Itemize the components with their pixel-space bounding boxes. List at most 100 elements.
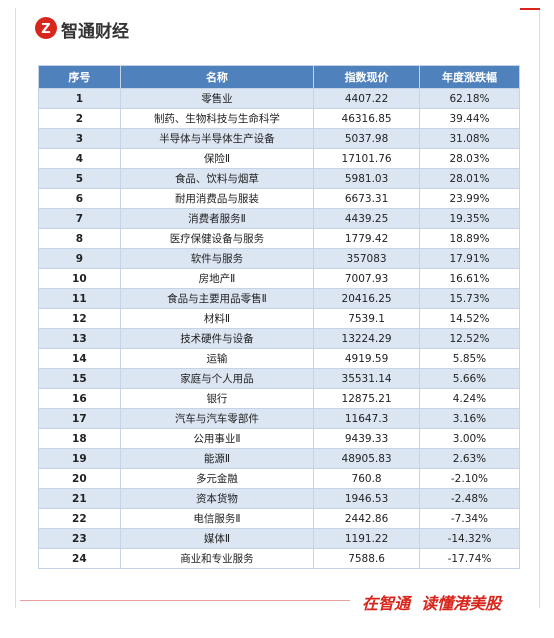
table-row: 5 食品、饮料与烟草 5981.03 28.01% <box>38 168 521 189</box>
index-table: 序号 名称 指数现价 年度涨跌幅 1 零售业 4407.22 62.18% 2 制药、生物科技与生… <box>38 65 521 569</box>
row-number: 6 <box>38 188 121 209</box>
index-price: 1191.22 <box>313 528 420 549</box>
index-price: 4439.25 <box>313 208 420 229</box>
table-row: 22 电信服务Ⅱ 2442.86 -7.34% <box>38 508 521 529</box>
frame-right <box>539 8 540 608</box>
row-number: 22 <box>38 508 121 529</box>
table-row: 3 半导体与半导体生产设备 5037.98 31.08% <box>38 128 521 149</box>
row-number: 20 <box>38 468 121 489</box>
sector-name: 制药、生物科技与生命科学 <box>119 108 315 129</box>
table-row: 13 技术硬件与设备 13224.29 12.52% <box>38 328 521 349</box>
sector-name: 零售业 <box>119 88 315 109</box>
sector-name: 媒体Ⅱ <box>119 528 315 549</box>
index-price: 48905.83 <box>313 448 420 469</box>
index-price: 7539.1 <box>313 308 420 329</box>
index-price: 7588.6 <box>313 548 420 569</box>
annual-change: 31.08% <box>418 128 521 149</box>
row-number: 24 <box>38 548 121 569</box>
row-number: 10 <box>38 268 121 289</box>
table-row: 18 公用事业Ⅱ 9439.33 3.00% <box>38 428 521 449</box>
sector-name: 能源Ⅱ <box>119 448 315 469</box>
row-number: 8 <box>38 228 121 249</box>
sector-name: 技术硬件与设备 <box>119 328 315 349</box>
row-number: 4 <box>38 148 121 169</box>
index-price: 5981.03 <box>313 168 420 189</box>
sector-name: 银行 <box>119 388 315 409</box>
annual-change: 62.18% <box>418 88 521 109</box>
row-number: 12 <box>38 308 121 329</box>
annual-change: -7.34% <box>418 508 521 529</box>
slogan: 在智通 读懂港美股 <box>362 594 502 613</box>
sector-name: 公用事业Ⅱ <box>119 428 315 449</box>
column-header: 指数现价 <box>313 65 420 89</box>
index-price: 4919.59 <box>313 348 420 369</box>
table-row: 6 耐用消费品与服装 6673.31 23.99% <box>38 188 521 209</box>
sector-name: 保险Ⅱ <box>119 148 315 169</box>
sector-name: 房地产Ⅱ <box>119 268 315 289</box>
row-number: 19 <box>38 448 121 469</box>
annual-change: 28.03% <box>418 148 521 169</box>
sector-name: 汽车与汽车零部件 <box>119 408 315 429</box>
annual-change: -17.74% <box>418 548 521 569</box>
annual-change: -2.48% <box>418 488 521 509</box>
annual-change: 2.63% <box>418 448 521 469</box>
sector-name: 材料Ⅱ <box>119 308 315 329</box>
annual-change: 16.61% <box>418 268 521 289</box>
logo-icon: Z <box>35 17 57 39</box>
annual-change: 19.35% <box>418 208 521 229</box>
row-number: 3 <box>38 128 121 149</box>
index-price: 46316.85 <box>313 108 420 129</box>
index-price: 20416.25 <box>313 288 420 309</box>
table-row: 10 房地产Ⅱ 7007.93 16.61% <box>38 268 521 289</box>
table-row: 24 商业和专业服务 7588.6 -17.74% <box>38 548 521 569</box>
sector-name: 食品与主要用品零售Ⅱ <box>119 288 315 309</box>
table-row: 23 媒体Ⅱ 1191.22 -14.32% <box>38 528 521 549</box>
index-price: 11647.3 <box>313 408 420 429</box>
table-row: 1 零售业 4407.22 62.18% <box>38 88 521 109</box>
row-number: 9 <box>38 248 121 269</box>
table-row: 7 消费者服务Ⅱ 4439.25 19.35% <box>38 208 521 229</box>
sector-name: 半导体与半导体生产设备 <box>119 128 315 149</box>
sector-name: 商业和专业服务 <box>119 548 315 569</box>
index-price: 13224.29 <box>313 328 420 349</box>
annual-change: 28.01% <box>418 168 521 189</box>
footer-line <box>20 600 350 601</box>
sector-name: 耐用消费品与服装 <box>119 188 315 209</box>
table-row: 12 材料Ⅱ 7539.1 14.52% <box>38 308 521 329</box>
brand: 智通财经 <box>61 22 129 42</box>
index-price: 12875.21 <box>313 388 420 409</box>
annual-change: 5.66% <box>418 368 521 389</box>
annual-change: 14.52% <box>418 308 521 329</box>
column-header: 序号 <box>38 65 121 89</box>
sector-name: 多元金融 <box>119 468 315 489</box>
row-number: 1 <box>38 88 121 109</box>
annual-change: 3.00% <box>418 428 521 449</box>
index-price: 6673.31 <box>313 188 420 209</box>
table-row: 14 运输 4919.59 5.85% <box>38 348 521 369</box>
index-price: 2442.86 <box>313 508 420 529</box>
table-row: 2 制药、生物科技与生命科学 46316.85 39.44% <box>38 108 521 129</box>
table-row: 21 资本货物 1946.53 -2.48% <box>38 488 521 509</box>
sector-name: 家庭与个人用品 <box>119 368 315 389</box>
corner-mark <box>520 8 540 10</box>
annual-change: 5.85% <box>418 348 521 369</box>
row-number: 5 <box>38 168 121 189</box>
sector-name: 资本货物 <box>119 488 315 509</box>
index-price: 760.8 <box>313 468 420 489</box>
table-row: 9 软件与服务 357083 17.91% <box>38 248 521 269</box>
row-number: 17 <box>38 408 121 429</box>
sector-name: 医疗保健设备与服务 <box>119 228 315 249</box>
row-number: 21 <box>38 488 121 509</box>
svg-text:Z: Z <box>41 22 50 37</box>
index-price: 35531.14 <box>313 368 420 389</box>
annual-change: 23.99% <box>418 188 521 209</box>
index-price: 1946.53 <box>313 488 420 509</box>
table-row: 4 保险Ⅱ 17101.76 28.03% <box>38 148 521 169</box>
annual-change: 17.91% <box>418 248 521 269</box>
annual-change: -2.10% <box>418 468 521 489</box>
table-row: 15 家庭与个人用品 35531.14 5.66% <box>38 368 521 389</box>
column-header: 年度涨跌幅 <box>418 65 521 89</box>
row-number: 15 <box>38 368 121 389</box>
sector-name: 软件与服务 <box>119 248 315 269</box>
index-price: 4407.22 <box>313 88 420 109</box>
